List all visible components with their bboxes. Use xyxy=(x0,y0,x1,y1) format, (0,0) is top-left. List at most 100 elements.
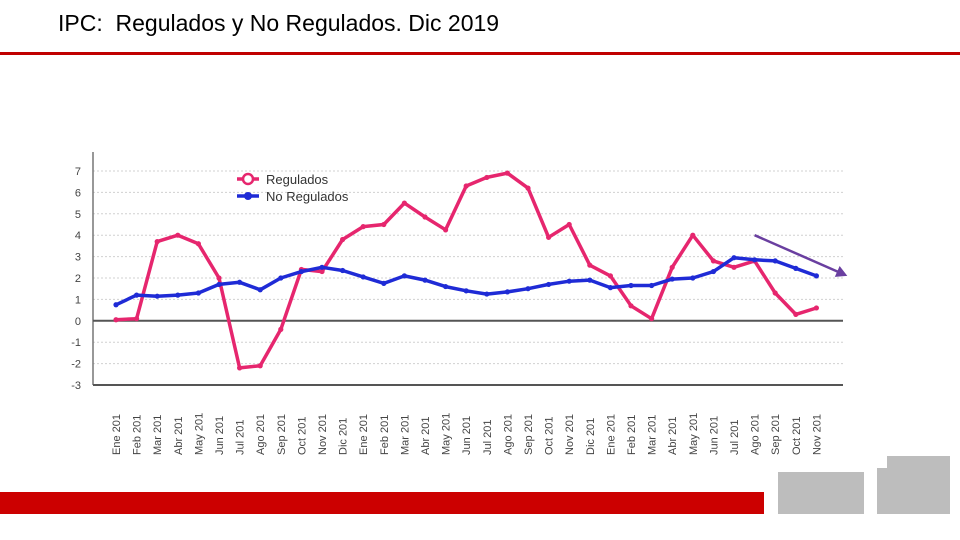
data-point xyxy=(566,221,572,228)
x-tick-label: May 201 xyxy=(193,413,205,455)
x-tick-label: May 201 xyxy=(688,413,700,455)
data-point xyxy=(443,283,449,290)
x-tick-label: Sep 201 xyxy=(276,414,288,455)
data-point xyxy=(731,255,737,261)
data-point xyxy=(484,291,490,297)
data-point xyxy=(381,280,387,286)
data-point xyxy=(710,258,717,264)
data-point xyxy=(175,292,181,298)
data-point xyxy=(134,292,140,298)
data-point xyxy=(278,326,284,332)
data-point xyxy=(772,290,778,296)
data-point xyxy=(546,234,552,240)
footer-block-notch xyxy=(877,456,887,468)
footer-bar xyxy=(0,492,764,514)
x-tick-label: Ago 201 xyxy=(750,414,762,455)
x-tick-label: Oct 201 xyxy=(296,416,308,455)
x-tick-label: Feb 201 xyxy=(132,415,144,455)
y-tick-label: 1 xyxy=(75,294,81,306)
data-point xyxy=(607,285,614,291)
y-tick-label: 7 xyxy=(75,166,81,178)
data-point xyxy=(504,170,510,176)
data-point xyxy=(484,174,490,181)
x-tick-label: Jul 201 xyxy=(482,420,494,455)
data-point xyxy=(793,311,799,317)
x-tick-label: Abr 201 xyxy=(420,416,432,455)
x-tick-label: Nov 201 xyxy=(564,414,576,455)
data-point xyxy=(772,258,778,264)
data-point xyxy=(319,264,325,270)
page-title: IPC: Regulados y No Regulados. Dic 2019 xyxy=(58,10,500,36)
data-point xyxy=(669,276,675,282)
data-point xyxy=(546,281,552,288)
data-point xyxy=(237,279,243,285)
footer-block-right xyxy=(877,456,950,514)
data-point xyxy=(195,241,201,247)
x-tick-label: Sep 201 xyxy=(523,414,535,455)
x-tick-label: Feb 201 xyxy=(379,415,391,455)
data-point xyxy=(463,288,469,294)
footer-block-left xyxy=(778,472,864,514)
data-point xyxy=(813,273,820,279)
data-point xyxy=(381,221,387,228)
trend-arrow-line xyxy=(754,234,840,274)
legend-marker-regulados xyxy=(241,172,255,186)
y-tick-label: 3 xyxy=(75,252,81,264)
data-point xyxy=(710,268,717,275)
data-point xyxy=(607,273,614,279)
x-tick-label: Mar 201 xyxy=(152,415,164,455)
data-point xyxy=(628,303,634,309)
data-point xyxy=(443,227,449,233)
data-point xyxy=(587,277,593,283)
x-tick-label: May 201 xyxy=(441,413,453,455)
y-tick-label: 5 xyxy=(75,209,81,221)
x-tick-label: Oct 201 xyxy=(791,416,803,455)
x-tick-label: Abr 201 xyxy=(173,416,185,455)
data-point xyxy=(360,224,366,230)
x-tick-label: Ene 201 xyxy=(111,414,123,455)
data-point xyxy=(752,257,758,263)
data-point xyxy=(340,236,346,243)
x-tick-label: Mar 201 xyxy=(399,415,411,455)
x-tick-label: Jun 201 xyxy=(708,416,720,455)
data-point xyxy=(401,200,407,206)
data-point xyxy=(298,268,304,275)
data-point xyxy=(649,316,655,322)
x-tick-label: Ene 201 xyxy=(605,414,617,455)
legend-label-regulados: Regulados xyxy=(266,172,329,187)
data-point xyxy=(237,365,243,371)
x-tick-label: Nov 201 xyxy=(811,414,823,455)
data-point xyxy=(690,275,696,281)
data-point xyxy=(690,232,696,238)
data-point xyxy=(216,275,222,281)
data-point xyxy=(463,183,469,189)
x-tick-label: Oct 201 xyxy=(544,416,556,455)
data-point xyxy=(113,302,119,308)
data-point xyxy=(525,286,531,292)
data-point xyxy=(154,239,160,245)
trend-arrow-head xyxy=(834,265,848,277)
x-tick-label: Ago 201 xyxy=(502,414,514,455)
data-point xyxy=(216,281,222,288)
x-tick-label: Ene 201 xyxy=(358,414,370,455)
y-tick-label: 0 xyxy=(75,316,81,328)
x-tick-label: Abr 201 xyxy=(667,416,679,455)
x-tick-label: Jul 201 xyxy=(729,420,741,455)
x-tick-label: Jul 201 xyxy=(235,420,247,455)
y-tick-label: 4 xyxy=(75,230,81,242)
y-tick-label: 6 xyxy=(75,187,81,199)
title-divider xyxy=(0,52,960,55)
data-point xyxy=(587,262,593,268)
x-tick-label: Dic 201 xyxy=(338,418,350,455)
data-point xyxy=(113,317,119,323)
data-point xyxy=(628,282,634,289)
x-tick-label: Jun 201 xyxy=(461,416,473,455)
legend-marker-no-regulados xyxy=(244,192,252,200)
data-point xyxy=(504,289,510,295)
y-tick-label: -1 xyxy=(71,337,81,349)
data-point xyxy=(319,268,325,275)
data-point xyxy=(422,277,428,283)
data-point xyxy=(731,264,737,270)
data-point xyxy=(175,232,181,238)
